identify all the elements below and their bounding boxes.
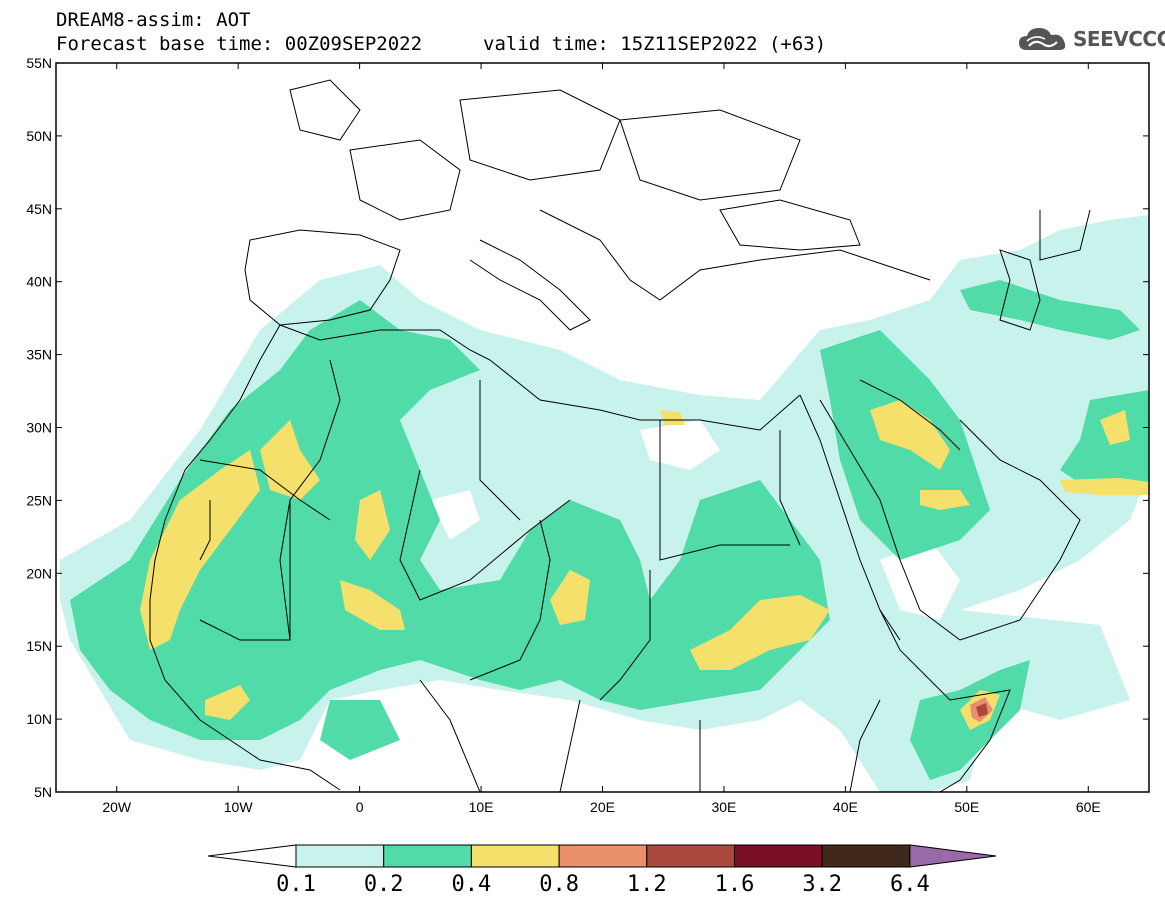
lon-label: 10E bbox=[469, 799, 494, 815]
lat-label: 50N bbox=[26, 128, 52, 144]
colorbar-segment bbox=[558, 844, 648, 868]
colorbar-segment bbox=[821, 844, 911, 868]
colorbar-label: 0.8 bbox=[539, 872, 579, 897]
coastlines bbox=[149, 79, 1091, 792]
lon-label: 20E bbox=[590, 799, 615, 815]
lat-label: 40N bbox=[26, 274, 52, 290]
colorbar-label: 0.1 bbox=[276, 872, 316, 897]
colorbar-label: 0.4 bbox=[451, 872, 492, 897]
lon-label: 50E bbox=[954, 799, 979, 815]
lon-label: 0 bbox=[356, 799, 364, 815]
longitude-labels: 20W 10W 0 10E 20E 30E 40E 50E 60E bbox=[102, 799, 1100, 815]
lon-label: 10W bbox=[224, 799, 254, 815]
colorbar-label: 1.6 bbox=[714, 872, 755, 897]
seevccc-logo: SEEVCCC bbox=[1017, 24, 1165, 54]
colorbar-label: 6.4 bbox=[890, 872, 930, 897]
colorbar-segment bbox=[734, 844, 823, 868]
forecast-base-time: Forecast base time: 00Z09SEP2022 bbox=[56, 33, 423, 55]
colorbar-label: 0.2 bbox=[363, 872, 404, 897]
aot-contour-0.4 bbox=[140, 450, 260, 650]
colorbar-segment bbox=[470, 844, 560, 868]
lat-label: 10N bbox=[26, 711, 52, 727]
colorbar-segment bbox=[646, 844, 735, 868]
lat-label: 35N bbox=[26, 347, 52, 363]
colorbar-label: 1.2 bbox=[626, 872, 667, 897]
lon-label: 30E bbox=[711, 799, 736, 815]
colorbar-min-arrow bbox=[207, 844, 297, 868]
lat-label: 25N bbox=[26, 492, 52, 508]
lon-label: 40E bbox=[833, 799, 858, 815]
valid-time: valid time: 15Z11SEP2022 (+63) bbox=[483, 33, 827, 55]
aot-field bbox=[56, 63, 1149, 792]
axis-ticks bbox=[56, 62, 1149, 793]
lat-label: 45N bbox=[26, 201, 52, 217]
colorbar-segment bbox=[383, 844, 472, 868]
lat-label: 55N bbox=[26, 55, 52, 71]
colorbar bbox=[207, 844, 997, 868]
lat-label: 20N bbox=[26, 565, 52, 581]
latitude-labels: 55N 50N 45N 40N 35N 30N 25N 20N 15N 10N 5N bbox=[26, 55, 52, 800]
lon-label: 20W bbox=[102, 799, 132, 815]
logo-text: SEEVCCC bbox=[1073, 27, 1165, 51]
map-title: DREAM8-assim: AOT bbox=[56, 9, 251, 31]
lat-label: 15N bbox=[26, 638, 52, 654]
colorbar-max-arrow bbox=[909, 844, 997, 868]
colorbar-label: 3.2 bbox=[802, 872, 843, 897]
aot-contour-0.2 bbox=[70, 300, 830, 740]
lat-label: 5N bbox=[34, 784, 52, 800]
colorbar-segment bbox=[295, 844, 385, 868]
cloud-icon bbox=[1019, 28, 1066, 50]
lat-label: 30N bbox=[26, 420, 52, 436]
lon-label: 60E bbox=[1076, 799, 1101, 815]
